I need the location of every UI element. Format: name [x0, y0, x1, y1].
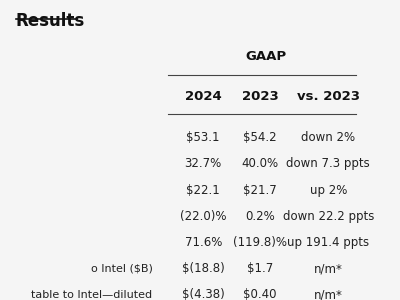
Text: (22.0)%: (22.0)%	[180, 210, 226, 223]
Text: down 2%: down 2%	[301, 131, 355, 144]
Text: $53.1: $53.1	[186, 131, 220, 144]
Text: (119.8)%: (119.8)%	[233, 236, 287, 249]
Text: $(4.38): $(4.38)	[182, 289, 224, 300]
Text: 2024: 2024	[185, 90, 222, 103]
Text: up 2%: up 2%	[310, 184, 347, 196]
Text: GAAP: GAAP	[245, 50, 286, 63]
Text: down 22.2 ppts: down 22.2 ppts	[282, 210, 374, 223]
Text: $0.40: $0.40	[243, 289, 277, 300]
Text: 40.0%: 40.0%	[241, 157, 278, 170]
Text: $21.7: $21.7	[243, 184, 277, 196]
Text: o Intel ($B): o Intel ($B)	[90, 264, 152, 274]
Text: n/m*: n/m*	[314, 289, 343, 300]
Text: Results: Results	[16, 12, 85, 30]
Text: 0.2%: 0.2%	[245, 210, 275, 223]
Text: 32.7%: 32.7%	[184, 157, 222, 170]
Text: down 7.3 ppts: down 7.3 ppts	[286, 157, 370, 170]
Text: up 191.4 ppts: up 191.4 ppts	[287, 236, 369, 249]
Text: table to Intel—diluted: table to Intel—diluted	[31, 290, 152, 300]
Text: $(18.8): $(18.8)	[182, 262, 224, 275]
Text: vs. 2023: vs. 2023	[297, 90, 360, 103]
Text: 71.6%: 71.6%	[184, 236, 222, 249]
Text: n/m*: n/m*	[314, 262, 343, 275]
Text: $1.7: $1.7	[247, 262, 273, 275]
Text: 2023: 2023	[242, 90, 278, 103]
Text: $54.2: $54.2	[243, 131, 277, 144]
Text: $22.1: $22.1	[186, 184, 220, 196]
